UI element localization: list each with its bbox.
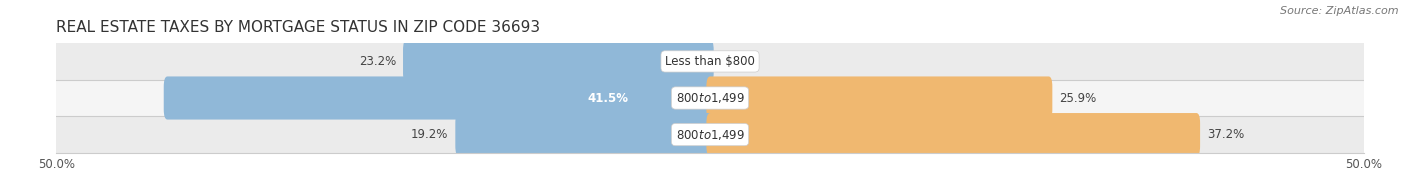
FancyBboxPatch shape <box>404 40 714 83</box>
FancyBboxPatch shape <box>706 113 1201 156</box>
Text: 19.2%: 19.2% <box>411 128 449 141</box>
Text: $800 to $1,499: $800 to $1,499 <box>675 128 745 142</box>
Text: 0.0%: 0.0% <box>720 55 751 68</box>
Bar <box>56 43 1364 80</box>
Text: $800 to $1,499: $800 to $1,499 <box>675 91 745 105</box>
FancyBboxPatch shape <box>706 76 1052 120</box>
Text: REAL ESTATE TAXES BY MORTGAGE STATUS IN ZIP CODE 36693: REAL ESTATE TAXES BY MORTGAGE STATUS IN … <box>56 20 540 35</box>
Text: Less than $800: Less than $800 <box>665 55 755 68</box>
Text: 41.5%: 41.5% <box>588 92 628 104</box>
Bar <box>56 80 1364 116</box>
Bar <box>56 116 1364 153</box>
FancyBboxPatch shape <box>163 76 714 120</box>
Text: Source: ZipAtlas.com: Source: ZipAtlas.com <box>1281 6 1399 16</box>
Text: 37.2%: 37.2% <box>1206 128 1244 141</box>
Text: 25.9%: 25.9% <box>1059 92 1097 104</box>
Text: 23.2%: 23.2% <box>359 55 396 68</box>
FancyBboxPatch shape <box>456 113 714 156</box>
